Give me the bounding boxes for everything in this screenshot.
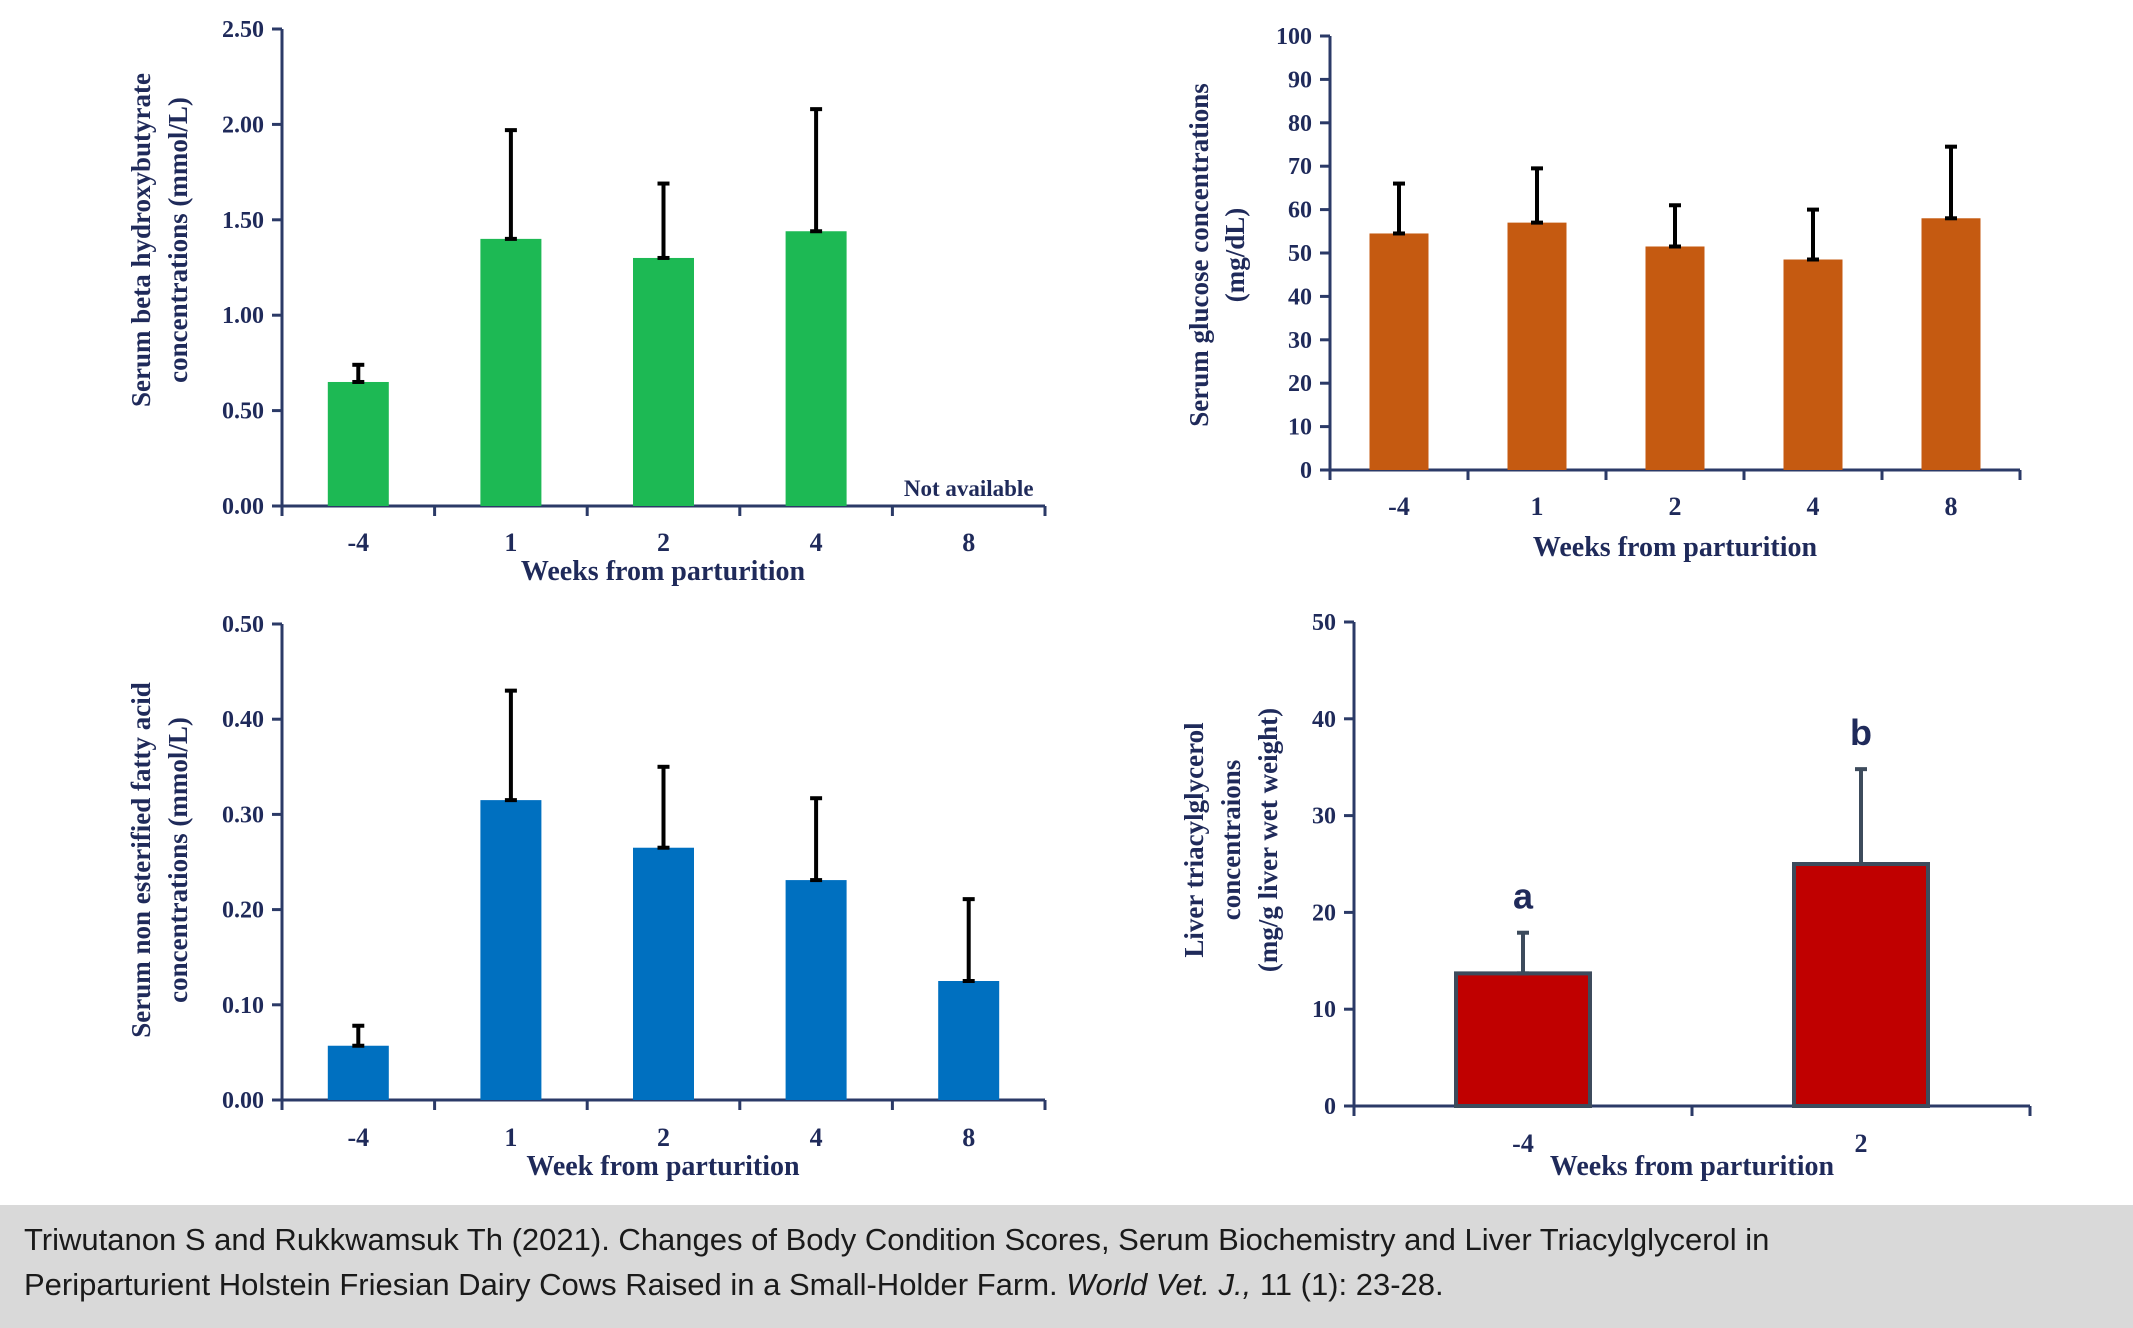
y-axis-title: concentrations (mmol/L) [163, 717, 193, 1003]
y-axis-title: (mg/dL) [1220, 208, 1250, 303]
bar [1454, 971, 1592, 1108]
citation-volume: 11 (1): 23-28. [1259, 1267, 1444, 1302]
y-tick-label: 2.50 [222, 17, 264, 43]
y-tick-label: 0 [1300, 458, 1312, 484]
x-tick-label: -4 [347, 528, 369, 557]
citation-text: Periparturient Holstein Friesian Dairy C… [24, 1267, 1058, 1302]
bar [785, 231, 847, 507]
y-tick-label: 30 [1312, 804, 1336, 830]
y-tick-label: 0.40 [222, 707, 264, 733]
x-tick-label: 8 [962, 528, 975, 557]
citation-line-2: Periparturient Holstein Friesian Dairy C… [24, 1262, 2133, 1307]
y-tick-label: 10 [1312, 997, 1336, 1023]
bar [938, 981, 1000, 1100]
y-axis-title: concentraions [1216, 760, 1246, 920]
bar [1921, 218, 1981, 470]
x-tick-label: 1 [504, 1123, 517, 1152]
x-tick-label: 2 [657, 528, 670, 557]
y-axis-title: (mg/g liver wet weight) [1253, 708, 1283, 972]
citation-journal: World Vet. J., [1066, 1267, 1252, 1302]
bar [327, 381, 389, 506]
x-tick-label: 4 [1807, 492, 1820, 521]
nefa-chart: 0.00 0.10 0.20 0.30 0.40 0.50 -4 1 2 4 8 Week from … [126, 612, 1047, 1182]
y-tick-label: 1.50 [222, 208, 264, 234]
x-tick-label: 4 [810, 1123, 823, 1152]
citation-box: Triwutanon S and Rukkwamsuk Th (2021). C… [0, 1205, 2133, 1328]
y-axis-title: concentrations (mmol/L) [163, 97, 193, 383]
y-tick-label: 60 [1288, 198, 1312, 224]
bar [327, 1045, 389, 1100]
x-tick-label: -4 [1512, 1129, 1534, 1158]
y-tick-label: 0.20 [222, 898, 264, 924]
x-axis-title: Week from parturition [526, 1151, 800, 1182]
bar [1645, 246, 1705, 470]
x-tick-label: 2 [1855, 1129, 1868, 1158]
y-tick-label: 0.00 [222, 1088, 264, 1114]
x-tick-label: 4 [810, 528, 823, 557]
bar [1507, 222, 1567, 470]
bar [633, 847, 694, 1100]
figure-charts: 0.00 0.50 1.00 1.50 2.00 2.50 -4 1 2 4 8 Not availa… [126, 17, 2032, 1182]
y-tick-label: 80 [1288, 111, 1312, 137]
y-tick-label: 2.00 [222, 112, 264, 138]
y-tick-label: 90 [1288, 67, 1312, 93]
x-axis-title: Weeks from parturition [1550, 1151, 1835, 1182]
y-tick-label: 0.10 [222, 993, 264, 1019]
bhb-chart: 0.00 0.50 1.00 1.50 2.00 2.50 -4 1 2 4 8 Not availa… [126, 17, 1047, 587]
y-tick-label: 0.30 [222, 802, 264, 828]
bar [633, 257, 694, 506]
bar [1369, 233, 1429, 470]
x-tick-label: 1 [1531, 492, 1544, 521]
x-tick-label: 2 [1669, 492, 1682, 521]
y-axis-title: Serum beta hydroxybutyrate [126, 73, 156, 407]
y-tick-label: 50 [1288, 241, 1312, 267]
x-tick-label: -4 [1388, 492, 1410, 521]
y-tick-label: 40 [1312, 707, 1336, 733]
y-axis-title: Liver triacylglycerol [1179, 722, 1209, 958]
y-tick-label: 0 [1324, 1094, 1336, 1120]
x-axis-title: Weeks from parturition [1533, 532, 1818, 563]
glucose-chart: 0 10 20 30 40 50 60 70 80 90 100 -4 1 2 4 8 Weeks from p… [1184, 24, 2022, 563]
bar [1792, 862, 1930, 1108]
y-tick-label: 20 [1288, 371, 1312, 397]
y-axis-title: Serum glucose concentrations [1184, 83, 1214, 426]
x-tick-label: 1 [504, 528, 517, 557]
x-axis-title: Weeks from parturition [521, 556, 806, 587]
y-tick-label: 0.50 [222, 399, 264, 425]
y-tick-label: 50 [1312, 610, 1336, 636]
bar [480, 238, 542, 506]
liver-triacylglycerol-chart: 0 10 20 30 40 50 a -4 b 2 Weeks from parturition Li… [1179, 610, 2032, 1182]
y-tick-label: 40 [1288, 284, 1312, 310]
y-tick-label: 20 [1312, 900, 1336, 926]
significance-letter: b [1850, 712, 1872, 753]
y-tick-label: 30 [1288, 328, 1312, 354]
bar [785, 880, 847, 1100]
bar [1783, 259, 1843, 470]
y-tick-label: 0.00 [222, 494, 264, 520]
y-tick-label: 70 [1288, 154, 1312, 180]
y-tick-label: 10 [1288, 415, 1312, 441]
bar [480, 800, 542, 1100]
significance-letter: a [1513, 876, 1534, 917]
y-tick-label: 100 [1276, 24, 1312, 50]
y-tick-label: 1.00 [222, 303, 264, 329]
x-tick-label: 2 [657, 1123, 670, 1152]
x-tick-label: -4 [347, 1123, 369, 1152]
citation-line-1: Triwutanon S and Rukkwamsuk Th (2021). C… [24, 1222, 1770, 1257]
x-tick-label: 8 [962, 1123, 975, 1152]
x-tick-label: 8 [1945, 492, 1958, 521]
y-tick-label: 0.50 [222, 612, 264, 638]
not-available-annotation: Not available [904, 476, 1034, 501]
y-axis-title: Serum non esterified fatty acid [126, 682, 156, 1037]
